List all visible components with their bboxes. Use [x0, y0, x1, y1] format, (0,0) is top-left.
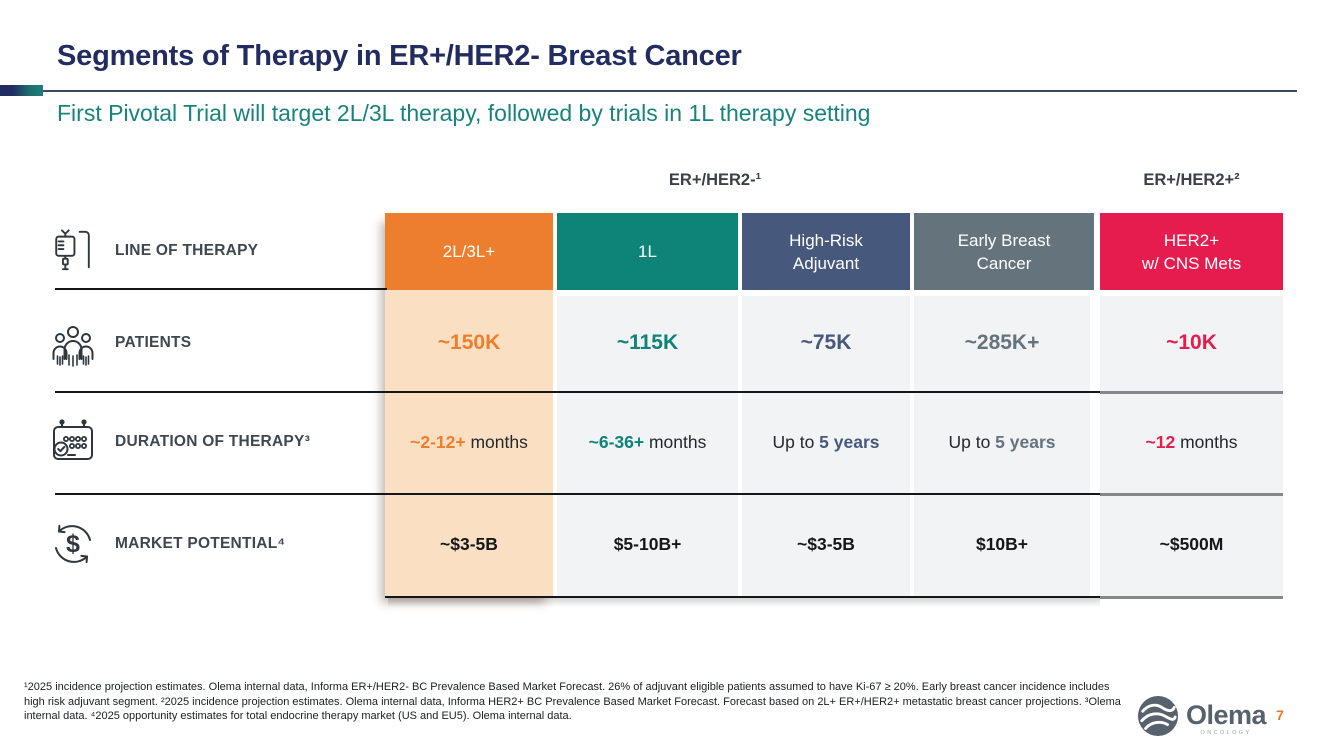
duration-prefix: Up to [948, 432, 996, 452]
page-title: Segments of Therapy in ER+/HER2- Breast … [57, 40, 742, 72]
market-value-high-risk-adjuvant: ~$3-5B [797, 534, 855, 554]
title-rule [43, 90, 1297, 92]
patients-value-high-risk-adjuvant: ~75K [800, 331, 852, 354]
row-divider [1100, 596, 1283, 599]
iv-drip-icon [46, 226, 100, 276]
calendar-icon [46, 418, 100, 466]
duration-highlight: 5 years [995, 432, 1056, 452]
page-subtitle: First Pivotal Trial will target 2L/3L th… [57, 100, 871, 126]
olema-wordmark: Olema [1186, 699, 1267, 730]
duration-value-1l: ~6-36+ months [557, 422, 738, 462]
column-band [1100, 296, 1283, 597]
page-number: 7 [1276, 707, 1284, 723]
patients-value-her2-cns-mets: ~10K [1166, 331, 1217, 354]
duration-highlight: 5 years [819, 432, 880, 452]
row-divider [55, 288, 387, 290]
footnotes: ¹2025 incidence projection estimates. Ol… [24, 681, 1121, 723]
duration-highlight: ~12 [1145, 432, 1176, 452]
row-divider [55, 391, 1101, 393]
duration-value-high-risk-adjuvant: Up to 5 years [742, 422, 910, 462]
table-shadow [388, 598, 1100, 607]
row-divider [1100, 391, 1283, 394]
column-header-2l3l: 2L/3L+ [385, 213, 553, 290]
patients-value-1l: ~115K [616, 331, 679, 354]
row-label-text: LINE OF THERAPY [115, 242, 259, 259]
svg-text:$: $ [66, 530, 80, 558]
duration-highlight: ~2-12+ [410, 432, 466, 452]
duration-highlight: ~6-36+ [588, 432, 645, 452]
market-value-1l: $5-10B+ [613, 534, 682, 554]
olema-logo: Olema ONCOLOGY [1133, 695, 1267, 742]
group-header-er-her2-neg: ER+/HER2-¹ [668, 171, 762, 189]
olema-tagline: ONCOLOGY [1200, 729, 1252, 736]
column-band [914, 296, 1090, 597]
duration-value-early-breast-cancer: Up to 5 years [914, 422, 1090, 462]
column-band [742, 296, 910, 597]
row-label-text: PATIENTS [115, 334, 192, 351]
market-value-her2-cns-mets: ~$500M [1159, 534, 1224, 554]
market-value-early-breast-cancer: $10B+ [975, 534, 1029, 554]
row-label-patients: PATIENTS [46, 313, 384, 373]
accent-bar [0, 85, 43, 96]
patients-value-early-breast-cancer: ~285K+ [964, 331, 1040, 354]
column-header-1l: 1L [557, 213, 738, 290]
duration-prefix: Up to [772, 432, 820, 452]
patients-value-2l3l: ~150K [437, 331, 501, 354]
duration-suffix: months [1175, 432, 1238, 452]
olema-logo-mark-icon [1137, 695, 1179, 742]
row-divider [55, 493, 1101, 495]
duration-suffix: months [644, 432, 707, 452]
row-label-duration-of-therapy: DURATION OF THERAPY³ [46, 412, 384, 472]
duration-suffix: months [465, 432, 528, 452]
olema-wordmark-wrap: Olema ONCOLOGY [1186, 699, 1267, 736]
row-divider [385, 596, 1101, 598]
row-label-text: MARKET POTENTIAL⁴ [115, 535, 286, 552]
patients-icon [46, 319, 100, 367]
dollar-cycle-icon: $ [46, 520, 100, 568]
row-label-market-potential: $ MARKET POTENTIAL⁴ [46, 514, 384, 574]
row-label-text: DURATION OF THERAPY³ [115, 433, 311, 450]
market-value-2l3l: ~$3-5B [440, 534, 498, 554]
column-header-her2-cns-mets: HER2+ w/ CNS Mets [1100, 213, 1283, 290]
row-divider [1100, 493, 1283, 496]
duration-value-her2-cns-mets: ~12 months [1100, 422, 1283, 462]
column-header-high-risk-adjuvant: High-Risk Adjuvant [742, 213, 910, 290]
group-header-er-her2-pos: ER+/HER2+² [1143, 171, 1240, 189]
row-label-line-of-therapy: LINE OF THERAPY [46, 221, 384, 281]
column-band [557, 296, 738, 597]
duration-value-2l3l: ~2-12+ months [385, 422, 553, 462]
column-header-early-breast-cancer: Early Breast Cancer [914, 213, 1094, 290]
